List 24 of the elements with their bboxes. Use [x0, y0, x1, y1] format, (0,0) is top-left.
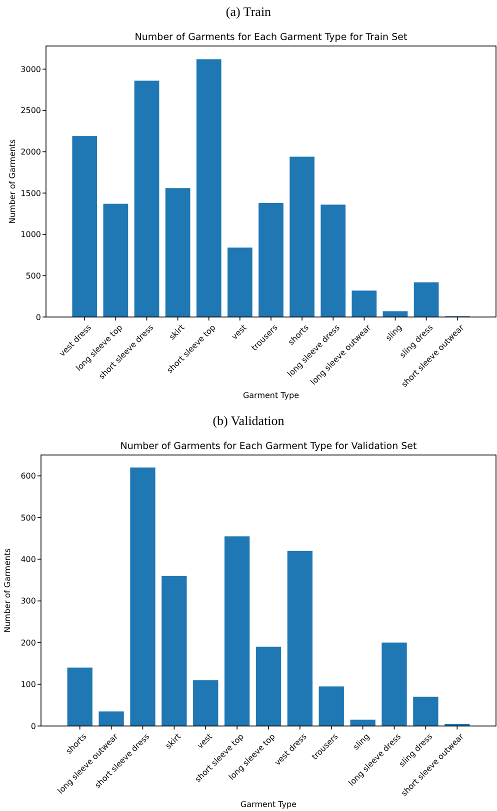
x-axis-title: Garment Type [240, 800, 297, 809]
chart-title: (a) Train [226, 4, 272, 19]
y-tick-label: 2500 [20, 106, 41, 116]
y-tick-label: 0 [36, 312, 41, 322]
y-tick-label: 1000 [20, 230, 41, 240]
y-tick-label: 3000 [20, 64, 41, 74]
y-tick-label: 2000 [20, 148, 41, 157]
x-tick-label: vest [230, 323, 248, 342]
y-tick-label: 0 [30, 722, 36, 731]
y-tick-label: 1500 [20, 188, 41, 198]
x-axis-title: Garment Type [242, 391, 300, 400]
y-tick-label: 500 [26, 271, 41, 280]
chart-subtitle: Number of Garments for Each Garment Type for Train Set [134, 32, 408, 43]
chart-title: (b) Validation [212, 413, 285, 428]
y-tick-label: 300 [20, 596, 36, 606]
x-tick-label: vest [196, 732, 214, 750]
y-tick-label: 200 [20, 638, 36, 648]
y-axis-title: Number of Garments [8, 139, 17, 224]
y-tick-label: 100 [20, 680, 36, 690]
y-axis-title: Number of Garments [3, 548, 12, 633]
chart-subtitle: Number of Garments for Each Garment Type for Validation Set [120, 441, 418, 452]
y-tick-label: 500 [20, 513, 36, 522]
y-tick-label: 600 [20, 472, 36, 481]
y-tick-label: 400 [20, 555, 36, 564]
